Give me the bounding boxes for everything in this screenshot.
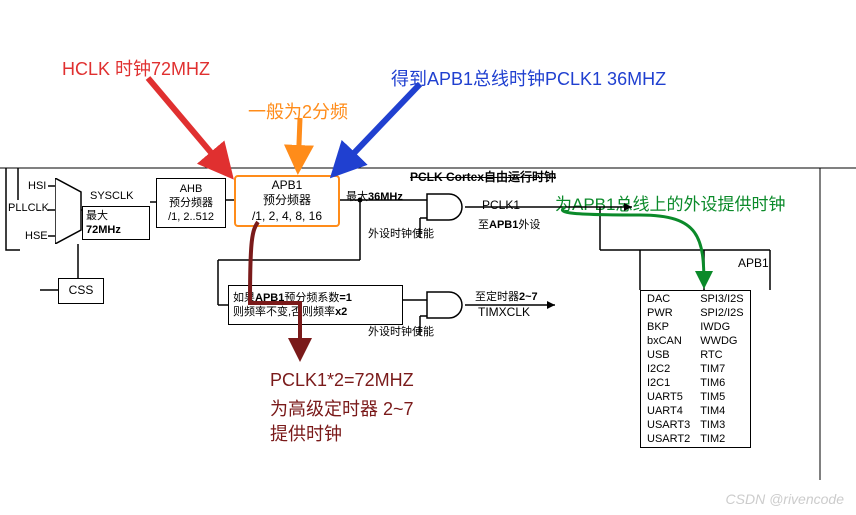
max36-label: 最大36MHz <box>346 188 403 204</box>
periph-row: USBRTC <box>643 349 748 361</box>
and1-enable-label: 外设时钟使能 <box>368 225 434 241</box>
apb1-box: APB1 预分频器 /1, 2, 4, 8, 16 <box>234 175 340 227</box>
annot-hclk: HCLK 时钟72MHZ <box>62 55 210 81</box>
periph-cell: TIM6 <box>696 377 747 389</box>
mux-icon <box>55 178 85 244</box>
periph-cell: PWR <box>643 307 694 319</box>
sysclk-max-l2: 72MHz <box>86 223 121 237</box>
ahb-l2: 预分频器 <box>169 196 213 210</box>
annot-div2: 一般为2分频 <box>248 98 348 124</box>
apb1-l1: APB1 <box>272 178 303 194</box>
periph-cell: TIM3 <box>696 419 747 431</box>
annot-pclk1x2-l3: 提供时钟 <box>270 420 342 446</box>
periph-cell: TIM2 <box>696 433 747 445</box>
periph-row: USART3TIM3 <box>643 419 748 431</box>
ahb-l1: AHB <box>180 182 203 196</box>
periph-row: USART2TIM2 <box>643 433 748 445</box>
cond-box: 如果APB1预分频系数=1 则频率不变,否则频率x2 <box>228 285 403 325</box>
periph-cell: IWDG <box>696 321 747 333</box>
periph-cell: USART3 <box>643 419 694 431</box>
peripheral-table: DACSPI3/I2SPWRSPI2/I2SBKPIWDGbxCANWWDGUS… <box>640 290 751 448</box>
periph-cell: I2C1 <box>643 377 694 389</box>
and-gate-2-icon <box>425 290 473 320</box>
periph-row: bxCANWWDG <box>643 335 748 347</box>
periph-row: UART4TIM4 <box>643 405 748 417</box>
sysclk-max-box: 最大 72MHz <box>82 206 150 240</box>
apb1-l2: 预分频器 <box>263 193 311 209</box>
periph-cell: USART2 <box>643 433 694 445</box>
periph-cell: UART5 <box>643 391 694 403</box>
periph-row: PWRSPI2/I2S <box>643 307 748 319</box>
and-gate-1-icon <box>425 192 473 222</box>
periph-row: BKPIWDG <box>643 321 748 333</box>
periph-cell: SPI2/I2S <box>696 307 747 319</box>
periph-cell: bxCAN <box>643 335 694 347</box>
annot-periph: 为APB1总线上的外设提供时钟 <box>555 190 785 215</box>
periph-row: I2C1TIM6 <box>643 377 748 389</box>
sysclk-label: SYSCLK <box>90 190 133 202</box>
to-tim-label: 至定时器2~7 <box>475 288 538 304</box>
pclk1-label: PCLK1 <box>482 198 520 212</box>
periph-cell: RTC <box>696 349 747 361</box>
periph-cell: DAC <box>643 293 694 305</box>
apb1-l3: /1, 2, 4, 8, 16 <box>252 209 322 225</box>
periph-cell: TIM7 <box>696 363 747 375</box>
sysclk-max-l1: 最大 <box>86 209 108 223</box>
apb1-bus-label: APB1 <box>738 256 769 270</box>
to-apb1-label: 至APB1外设 <box>478 216 540 232</box>
periph-cell: TIM4 <box>696 405 747 417</box>
and2-enable-label: 外设时钟使能 <box>368 323 434 339</box>
annot-pclk1x2-l2: 为高级定时器 2~7 <box>270 395 414 421</box>
top-cut-label: PCLK Cortex自由运行时钟 <box>410 168 556 185</box>
ahb-box: AHB 预分频器 /1, 2..512 <box>156 178 226 228</box>
cond-l1: 如果APB1预分频系数=1 <box>233 291 352 305</box>
periph-cell: USB <box>643 349 694 361</box>
timxclk-label: TIMXCLK <box>478 305 530 319</box>
src-hsi: HSI <box>28 180 46 192</box>
periph-cell: SPI3/I2S <box>696 293 747 305</box>
periph-row: DACSPI3/I2S <box>643 293 748 305</box>
periph-cell: BKP <box>643 321 694 333</box>
periph-row: UART5TIM5 <box>643 391 748 403</box>
ahb-l3: /1, 2..512 <box>168 210 214 224</box>
css-box: CSS <box>58 278 104 304</box>
watermark: CSDN @rivencode <box>726 491 844 507</box>
annot-apb1clk: 得到APB1总线时钟PCLK1 36MHZ <box>391 65 666 91</box>
cond-l2: 则频率不变,否则频率x2 <box>233 305 347 319</box>
periph-cell: WWDG <box>696 335 747 347</box>
src-pllclk: PLLCLK <box>8 202 49 214</box>
periph-row: I2C2TIM7 <box>643 363 748 375</box>
periph-cell: UART4 <box>643 405 694 417</box>
src-hse: HSE <box>25 230 48 242</box>
periph-cell: TIM5 <box>696 391 747 403</box>
periph-cell: I2C2 <box>643 363 694 375</box>
annot-pclk1x2-l1: PCLK1*2=72MHZ <box>270 370 414 391</box>
